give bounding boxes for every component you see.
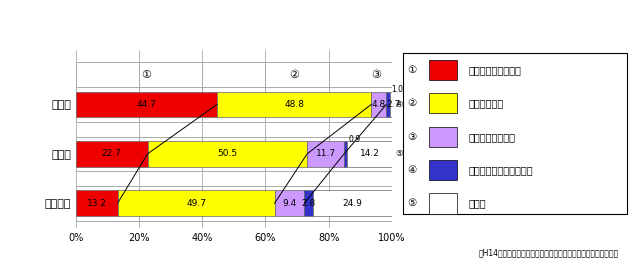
Bar [275, 190, 305, 216]
FancyBboxPatch shape [329, 87, 392, 122]
FancyBboxPatch shape [265, 87, 329, 122]
Text: 44.7: 44.7 [137, 100, 156, 109]
FancyBboxPatch shape [265, 136, 329, 171]
Bar [386, 91, 389, 117]
Text: ②: ② [289, 70, 299, 80]
FancyBboxPatch shape [202, 136, 265, 171]
Bar [313, 190, 392, 216]
FancyBboxPatch shape [428, 193, 456, 214]
Text: 自然に触れる体験をしたあと、勉強に対してやる気が出る子どもが増える: 自然に触れる体験をしたあと、勉強に対してやる気が出る子どもが増える [184, 10, 448, 23]
Text: 2.7: 2.7 [387, 100, 401, 109]
Text: 50.5: 50.5 [217, 149, 238, 158]
Text: 48.8: 48.8 [284, 100, 304, 109]
FancyBboxPatch shape [428, 160, 456, 180]
Text: 9.4: 9.4 [283, 199, 296, 208]
FancyBboxPatch shape [428, 127, 456, 147]
FancyBboxPatch shape [76, 87, 139, 122]
FancyBboxPatch shape [329, 62, 392, 87]
FancyBboxPatch shape [202, 186, 265, 220]
Text: 49.7: 49.7 [186, 199, 206, 208]
Bar [307, 141, 344, 167]
FancyBboxPatch shape [202, 87, 265, 122]
Bar [118, 190, 275, 216]
Text: 1.0: 1.0 [391, 85, 403, 94]
Text: ⑤: ⑤ [408, 198, 417, 208]
Text: ④: ④ [408, 165, 417, 175]
Bar [148, 141, 307, 167]
Text: 0.9: 0.9 [349, 135, 361, 143]
FancyBboxPatch shape [139, 62, 202, 87]
Bar [217, 91, 372, 117]
Bar [76, 141, 148, 167]
FancyBboxPatch shape [265, 186, 329, 220]
Text: その他: その他 [468, 198, 486, 208]
Text: 14.2: 14.2 [360, 149, 379, 158]
Bar [76, 91, 217, 117]
Text: ②: ② [408, 98, 417, 108]
Text: 2.8: 2.8 [301, 199, 316, 208]
Bar [347, 141, 392, 167]
Text: 11.7: 11.7 [315, 149, 336, 158]
Text: 13.2: 13.2 [87, 199, 107, 208]
Text: 22.7: 22.7 [102, 149, 121, 158]
FancyBboxPatch shape [403, 53, 628, 214]
Text: やる気がなくなる: やる気がなくなる [468, 132, 515, 142]
FancyBboxPatch shape [76, 186, 139, 220]
FancyBboxPatch shape [139, 87, 202, 122]
FancyBboxPatch shape [265, 62, 329, 87]
Text: ③: ③ [408, 132, 417, 142]
Bar [372, 91, 387, 117]
Text: ⑤: ⑤ [395, 149, 403, 158]
Bar [389, 91, 398, 117]
Bar [305, 190, 313, 216]
Text: ①: ① [408, 65, 417, 75]
FancyBboxPatch shape [139, 136, 202, 171]
Text: ④: ④ [395, 100, 403, 109]
FancyBboxPatch shape [428, 93, 456, 113]
Text: やる気になる: やる気になる [468, 98, 504, 108]
Text: （H14文部科学省委嘱研究「学習意欲に関する調査研究」より）: （H14文部科学省委嘱研究「学習意欲に関する調査研究」より） [479, 249, 619, 257]
FancyBboxPatch shape [329, 186, 392, 220]
Text: とてもやる気がなくなる: とてもやる気がなくなる [468, 165, 533, 175]
Text: ③: ③ [371, 70, 381, 80]
FancyBboxPatch shape [139, 186, 202, 220]
FancyBboxPatch shape [202, 62, 265, 87]
Bar [76, 190, 118, 216]
Text: 24.9: 24.9 [343, 199, 362, 208]
FancyBboxPatch shape [76, 136, 139, 171]
Text: とてもやる気になる: とてもやる気になる [468, 65, 521, 75]
Text: ①: ① [142, 70, 152, 80]
FancyBboxPatch shape [428, 60, 456, 80]
FancyBboxPatch shape [76, 62, 139, 87]
Bar [344, 141, 347, 167]
Text: 4.8: 4.8 [372, 100, 386, 109]
FancyBboxPatch shape [329, 136, 392, 171]
